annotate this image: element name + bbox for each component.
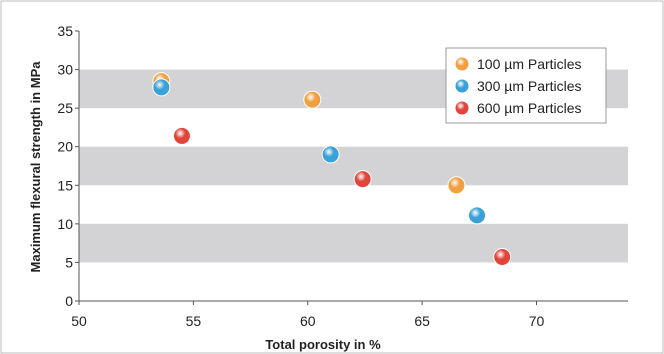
x-axis-title: Total porosity in % — [265, 337, 381, 352]
x-tick-label: 70 — [529, 313, 545, 329]
x-tick-label: 50 — [71, 313, 87, 329]
data-point — [468, 206, 487, 225]
y-tick-label: 20 — [57, 139, 73, 155]
legend-label: 100 µm Particles — [477, 56, 582, 72]
data-point — [353, 170, 372, 189]
y-tick-label: 25 — [57, 100, 73, 116]
legend-label: 600 µm Particles — [477, 100, 582, 116]
x-tick-label: 65 — [414, 313, 430, 329]
data-point — [493, 248, 512, 267]
data-point — [303, 90, 322, 109]
y-tick-label: 30 — [57, 62, 73, 78]
grid-band — [79, 146, 628, 186]
legend-label: 300 µm Particles — [477, 78, 582, 94]
y-tick-label: 0 — [65, 293, 73, 309]
legend: 100 µm Particles 300 µm Particles 600 µm P… — [445, 47, 607, 124]
data-point — [321, 145, 340, 164]
legend-marker — [454, 56, 470, 72]
data-point — [152, 78, 171, 97]
legend-marker — [454, 100, 470, 116]
data-point — [172, 126, 191, 145]
legend-marker — [454, 78, 470, 94]
data-points — [152, 72, 512, 267]
y-axis-title: Maximum flexural strength in MPa — [28, 61, 43, 273]
y-tick-label: 35 — [57, 23, 73, 39]
x-tick-label: 60 — [300, 313, 316, 329]
x-ticks: 50 55 60 65 70 — [71, 301, 544, 329]
legend-box — [445, 47, 607, 124]
y-tick-label: 10 — [57, 216, 73, 232]
y-ticks: 0 5 10 15 20 25 30 35 — [57, 23, 79, 309]
data-point — [447, 176, 466, 195]
x-tick-label: 55 — [186, 313, 202, 329]
y-tick-label: 5 — [65, 254, 73, 270]
y-tick-label: 15 — [57, 177, 73, 193]
grid-band — [79, 223, 628, 263]
